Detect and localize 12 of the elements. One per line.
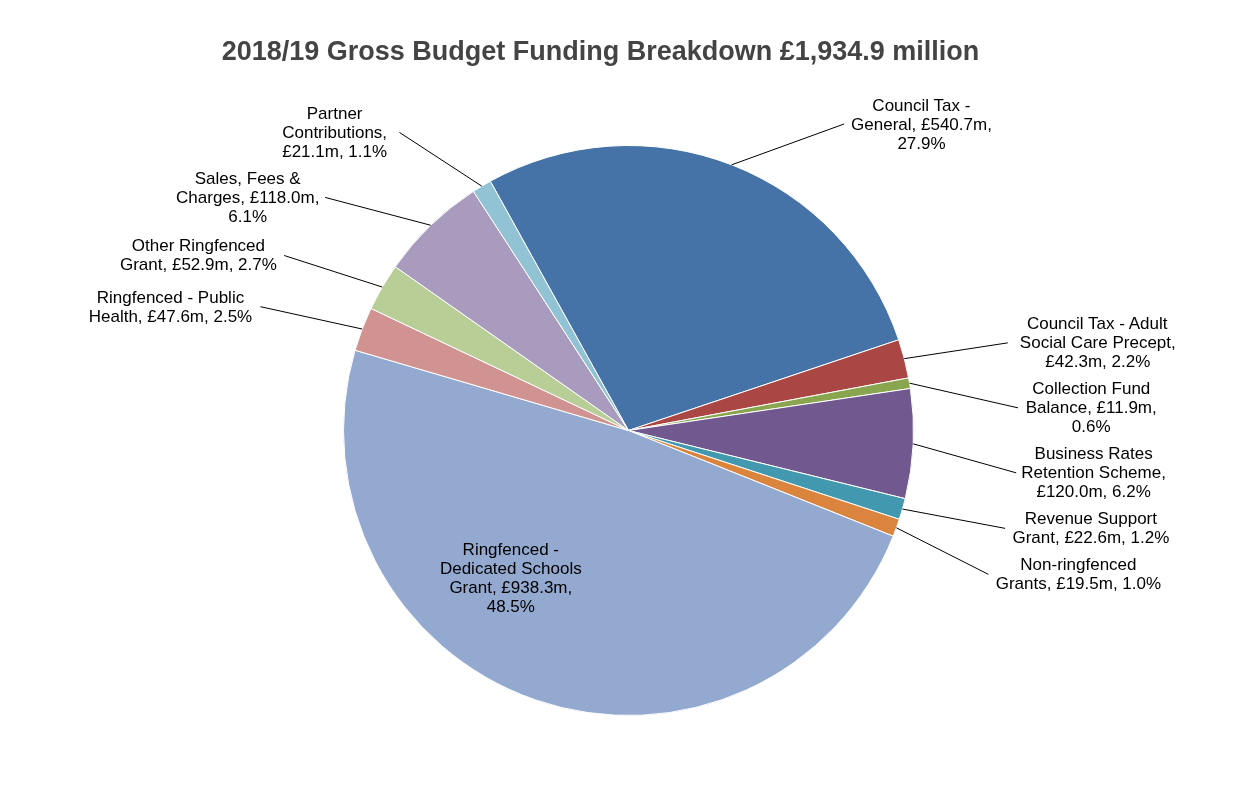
slice-label: Sales, Fees & Charges, £118.0m, 6.1% (176, 168, 320, 226)
slice-label: Council Tax - General, £540.7m, 27.9% (851, 95, 992, 153)
slice-label: Non-ringfenced Grants, £19.5m, 1.0% (995, 555, 1162, 594)
slice-label: Revenue Support Grant, £22.6m, 1.2% (1012, 509, 1170, 548)
chart-title: 2018/19 Gross Budget Funding Breakdown £1,934.9 million (221, 35, 980, 66)
slice-label: Ringfenced - Public Health, £47.6m, 2.5% (88, 287, 253, 326)
slice-label: Partner Contributions, £21.1m, 1.1% (282, 103, 388, 161)
slice-label: Business Rates Retention Scheme, £120.0m, 6.2% (1021, 444, 1166, 502)
slice-label: Council Tax - Adult Social Care Precept, £42.3m, 2.2% (1019, 314, 1176, 372)
slice-label: Collection Fund Balance, £11.9m, 0.6% (1025, 379, 1157, 437)
slice-label: Ringfenced - Dedicated Schools Grant, £938.3m, 48.5% (439, 539, 582, 616)
slice-label: Other Ringfenced Grant, £52.9m, 2.7% (119, 236, 277, 275)
